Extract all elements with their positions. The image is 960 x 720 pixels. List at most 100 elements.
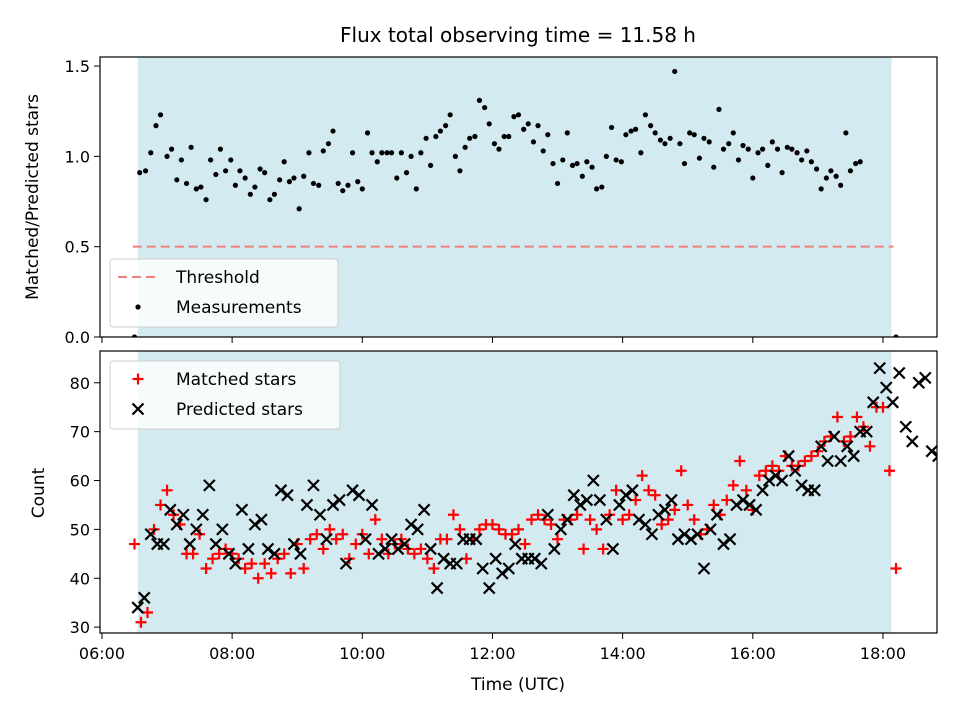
data-point-dot — [638, 150, 644, 156]
legend-label: Predicted stars — [176, 400, 303, 420]
data-point-x — [619, 488, 633, 502]
data-point-dot — [242, 175, 248, 181]
data-point-plus — [643, 484, 655, 496]
data-point-dot — [701, 135, 707, 141]
data-point-dot — [603, 153, 609, 159]
data-point-dot — [648, 123, 654, 129]
data-point-dot — [745, 146, 751, 152]
data-point-x — [482, 581, 496, 595]
data-point-plus — [363, 548, 375, 560]
data-point-dot — [657, 137, 663, 143]
data-point-plus — [812, 445, 824, 457]
data-point-plus — [161, 484, 173, 496]
data-point-x — [587, 474, 600, 487]
data-point-x — [704, 523, 717, 536]
data-point-x — [925, 444, 937, 458]
data-point-dot — [208, 157, 214, 163]
data-point-plus — [337, 528, 349, 540]
data-point-dot — [232, 182, 238, 188]
data-point-plus — [402, 543, 414, 555]
y-tick-label: 80 — [70, 374, 90, 393]
data-point-dot — [784, 144, 790, 150]
data-point-dot — [137, 170, 143, 176]
data-point-x — [346, 484, 359, 497]
data-point-plus — [617, 514, 629, 526]
data-point-x — [170, 518, 184, 531]
data-point-dot — [853, 160, 859, 167]
data-point-x — [385, 532, 398, 546]
data-point-x — [639, 518, 652, 531]
data-point-dot — [823, 175, 829, 181]
legend-x-swatch — [131, 402, 145, 416]
data-point-dot — [569, 162, 576, 168]
data-point-dot — [262, 170, 268, 176]
data-point-x — [827, 430, 841, 443]
x-tick-label: 18:00 — [860, 644, 906, 663]
y-tick-label: 40 — [70, 569, 90, 588]
data-point-x — [548, 542, 561, 556]
data-point-x — [554, 523, 568, 536]
data-point-plus — [128, 538, 140, 550]
data-point-dot — [857, 159, 863, 165]
data-point-x — [209, 537, 223, 551]
data-point-x — [157, 537, 171, 551]
data-point-plus — [734, 455, 746, 467]
data-point-x — [756, 484, 769, 497]
data-point-dot — [720, 146, 727, 152]
data-point-x — [710, 508, 724, 522]
data-point-dot — [142, 168, 149, 174]
data-point-x — [326, 498, 340, 512]
y-tick-label: 30 — [70, 618, 90, 637]
data-point-x — [775, 474, 789, 487]
data-point-x — [430, 581, 444, 595]
data-point-x — [600, 513, 613, 526]
data-point-x — [658, 503, 672, 517]
data-point-dot — [691, 132, 697, 138]
data-point-dot — [799, 157, 805, 163]
data-point-dot — [589, 164, 595, 170]
data-point-plus — [740, 484, 752, 496]
data-point-x — [268, 547, 281, 561]
data-point-dot — [418, 150, 424, 156]
data-point-plus — [708, 499, 720, 511]
data-point-dot — [286, 179, 292, 185]
data-point-dot — [681, 160, 688, 167]
data-point-dot — [496, 146, 502, 152]
data-point-plus — [805, 450, 817, 462]
data-point-dot — [228, 157, 234, 163]
data-point-x — [671, 532, 685, 546]
data-point-dot — [755, 150, 761, 156]
data-point-dot — [521, 126, 527, 132]
data-point-x — [892, 366, 906, 380]
data-point-x — [899, 420, 913, 434]
data-point-x — [834, 454, 847, 468]
data-point-plus — [890, 562, 902, 574]
data-point-plus — [688, 514, 700, 526]
top-panel: 0.0 0.5 1.0 1.5 Threshold Measurements — [65, 56, 938, 347]
data-point-dot — [310, 180, 317, 187]
data-point-dot — [769, 139, 775, 145]
data-point-dot — [759, 146, 766, 152]
data-point-x — [333, 493, 346, 507]
data-point-dot — [198, 184, 204, 190]
data-point-plus — [493, 523, 505, 535]
x-axis-title: Time (UTC) — [470, 675, 565, 695]
y-tick-label: 1.5 — [65, 57, 90, 76]
data-point-plus — [486, 519, 498, 531]
data-point-x — [404, 518, 418, 531]
data-point-dot — [696, 155, 703, 161]
data-point-dot — [447, 112, 453, 118]
data-point-x — [307, 479, 320, 492]
y-tick-label: 0.5 — [65, 238, 90, 257]
data-point-x — [287, 537, 301, 551]
data-point-x — [378, 542, 392, 556]
data-point-plus — [773, 465, 785, 477]
data-point-dot — [223, 168, 229, 174]
data-point-dot — [735, 157, 742, 163]
data-point-plus — [408, 548, 420, 560]
data-point-dot — [833, 173, 839, 179]
data-point-plus — [675, 465, 687, 477]
data-point-dot — [506, 133, 512, 140]
data-point-dot — [403, 170, 410, 176]
data-point-x — [502, 562, 516, 575]
